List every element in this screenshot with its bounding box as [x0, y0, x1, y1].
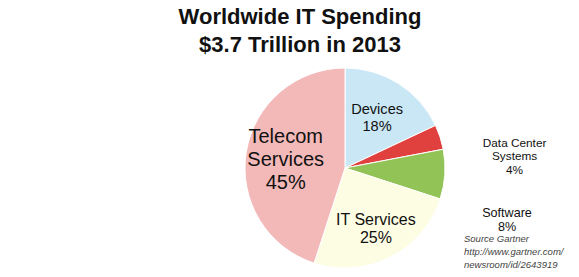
source-note: Source Gartner — [464, 233, 530, 244]
data-label: 25% — [360, 229, 392, 246]
data-label: 18% — [362, 118, 391, 134]
slices — [245, 68, 445, 268]
labels: Devices18% Data CenterSystems4% Software8%… — [247, 101, 546, 246]
slice-label: Devices — [351, 101, 403, 117]
data-label: 45% — [266, 171, 306, 193]
slice-label: Data CenterSystems — [483, 136, 547, 164]
chart: Worldwide IT Spending $3.7 Trillion in 20… — [0, 0, 579, 277]
slice-label: TelecomServices — [247, 125, 324, 170]
source-note: http://www.gartner.com/ — [464, 246, 565, 257]
subtitle: $3.7 Trillion in 2013 — [199, 32, 401, 57]
pie-slice — [245, 68, 345, 263]
data-label: 4% — [506, 163, 524, 177]
slice-label: Software — [482, 206, 532, 220]
slice-label: IT Services — [336, 211, 416, 228]
title: Worldwide IT Spending — [179, 4, 422, 29]
data-label: 8% — [498, 220, 516, 234]
source-note: newsroom/id/2643919 — [464, 259, 558, 270]
